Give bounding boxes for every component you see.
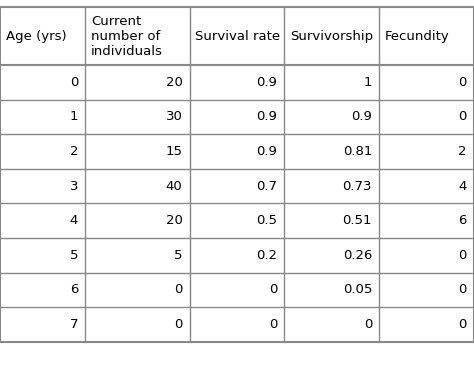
Text: 7: 7 <box>70 318 78 331</box>
Text: 4: 4 <box>70 214 78 227</box>
Text: 20: 20 <box>165 76 182 89</box>
Bar <box>0 7 474 342</box>
Text: 6: 6 <box>458 214 467 227</box>
Text: 5: 5 <box>174 249 182 262</box>
Text: 0.9: 0.9 <box>351 110 372 124</box>
Text: 0.05: 0.05 <box>343 283 372 296</box>
Text: 30: 30 <box>165 110 182 124</box>
Text: 0: 0 <box>364 318 372 331</box>
Text: 0.5: 0.5 <box>256 214 277 227</box>
Text: 0.2: 0.2 <box>256 249 277 262</box>
Text: 3: 3 <box>70 180 78 193</box>
Text: 0.9: 0.9 <box>256 76 277 89</box>
Text: 4: 4 <box>458 180 467 193</box>
Text: Fecundity: Fecundity <box>385 30 450 43</box>
Text: 0: 0 <box>70 76 78 89</box>
Text: 0: 0 <box>269 283 277 296</box>
Text: Current
number of
individuals: Current number of individuals <box>91 15 163 58</box>
Text: 0.9: 0.9 <box>256 110 277 124</box>
Text: 0.51: 0.51 <box>343 214 372 227</box>
Text: 5: 5 <box>70 249 78 262</box>
Text: 2: 2 <box>458 145 467 158</box>
Text: 0: 0 <box>174 283 182 296</box>
Text: 0.7: 0.7 <box>256 180 277 193</box>
Text: 2: 2 <box>70 145 78 158</box>
Text: 6: 6 <box>70 283 78 296</box>
Text: 1: 1 <box>364 76 372 89</box>
Text: 0.81: 0.81 <box>343 145 372 158</box>
Text: 0: 0 <box>458 283 467 296</box>
Text: Survival rate: Survival rate <box>195 30 281 43</box>
Text: 20: 20 <box>165 214 182 227</box>
Text: 0: 0 <box>269 318 277 331</box>
Text: 0: 0 <box>458 110 467 124</box>
Text: Age (yrs): Age (yrs) <box>6 30 66 43</box>
Text: 0.73: 0.73 <box>343 180 372 193</box>
Text: 40: 40 <box>166 180 182 193</box>
Text: Survivorship: Survivorship <box>290 30 373 43</box>
Text: 0: 0 <box>458 249 467 262</box>
Text: 0.9: 0.9 <box>256 145 277 158</box>
Text: 1: 1 <box>70 110 78 124</box>
Text: 0: 0 <box>174 318 182 331</box>
Text: 0.26: 0.26 <box>343 249 372 262</box>
Text: 0: 0 <box>458 318 467 331</box>
Text: 15: 15 <box>165 145 182 158</box>
Text: 0: 0 <box>458 76 467 89</box>
